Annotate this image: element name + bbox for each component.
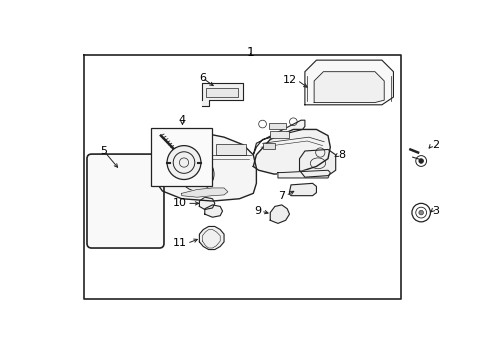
Polygon shape [182,188,227,197]
Text: 7: 7 [278,191,285,201]
Circle shape [180,157,214,191]
FancyBboxPatch shape [268,123,285,130]
Polygon shape [253,120,305,155]
Polygon shape [253,130,329,174]
FancyBboxPatch shape [262,143,274,149]
Circle shape [167,145,201,180]
Polygon shape [305,60,393,105]
Polygon shape [270,205,289,223]
Text: 8: 8 [337,150,345,160]
Polygon shape [199,226,224,249]
Text: 2: 2 [431,140,438,150]
FancyBboxPatch shape [87,154,163,248]
Text: 3: 3 [431,206,438,216]
Circle shape [418,159,423,163]
Text: 11: 11 [173,238,187,248]
Polygon shape [289,183,316,195]
Text: 4: 4 [179,115,185,125]
FancyBboxPatch shape [174,139,208,153]
FancyBboxPatch shape [151,128,212,186]
Text: 5: 5 [100,146,107,156]
Text: 10: 10 [173,198,187,208]
Polygon shape [299,149,335,177]
FancyBboxPatch shape [270,131,289,138]
Text: 9: 9 [253,206,261,216]
Polygon shape [199,197,214,210]
Polygon shape [202,83,242,106]
FancyBboxPatch shape [216,144,245,155]
Polygon shape [151,130,256,201]
Text: 1: 1 [246,46,254,59]
FancyBboxPatch shape [205,88,238,97]
Polygon shape [204,205,222,217]
Text: 6: 6 [199,73,205,83]
Polygon shape [277,170,329,178]
Polygon shape [313,72,384,103]
Circle shape [418,210,423,215]
Text: 12: 12 [283,75,297,85]
